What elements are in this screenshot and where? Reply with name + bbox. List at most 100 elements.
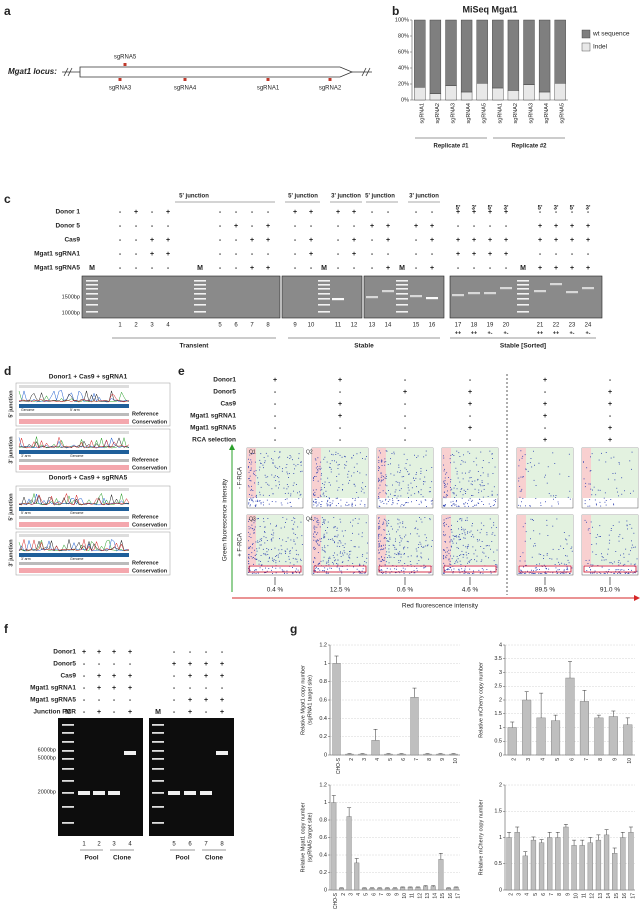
event-dot [364, 505, 366, 507]
event-dot [566, 566, 568, 568]
event-dot [323, 570, 325, 572]
event-dot [492, 473, 494, 474]
event-dot [262, 464, 264, 466]
event-dot [365, 522, 367, 524]
event-dot [492, 458, 493, 459]
event-dot [444, 483, 446, 484]
event-dot [296, 558, 298, 560]
event-dot [423, 564, 425, 566]
event-dot [467, 546, 468, 548]
event-dot [323, 521, 325, 523]
ladder-band [517, 304, 529, 306]
percentage: 12.5 % [330, 587, 350, 594]
event-dot [316, 566, 317, 568]
event-dot [330, 504, 332, 506]
event-dot [296, 537, 298, 539]
event-dot [534, 464, 535, 466]
event-dot [395, 538, 396, 540]
event-dot [361, 570, 363, 572]
event-dot [477, 529, 479, 531]
sign: + [554, 237, 558, 244]
event-dot [257, 542, 259, 543]
sign: - [135, 223, 138, 230]
event-dot [260, 453, 262, 455]
event-dot [322, 522, 324, 523]
event-dot [626, 524, 628, 526]
event-dot [466, 519, 468, 521]
event-dot [297, 526, 299, 528]
event-dot [401, 538, 403, 540]
sequence-strip [19, 488, 129, 491]
event-dot [364, 458, 366, 460]
event-dot [248, 554, 250, 555]
sign: + [472, 251, 476, 258]
x-tick-label: 17 [630, 893, 636, 899]
event-dot [610, 457, 612, 459]
event-dot [562, 572, 564, 574]
event-dot [270, 539, 272, 541]
event-dot [287, 456, 289, 458]
gel-band [410, 295, 422, 298]
event-dot [248, 563, 250, 565]
event-dot [444, 486, 446, 488]
event-dot [251, 485, 252, 487]
event-dot [534, 545, 536, 547]
event-dot [248, 547, 249, 549]
event-dot [592, 551, 594, 553]
event-dot [605, 571, 607, 572]
bar [530, 839, 537, 891]
event-dot [456, 542, 457, 544]
event-dot [338, 540, 340, 542]
bar [377, 888, 383, 891]
event-dot [569, 490, 571, 492]
event-dot [251, 453, 253, 454]
event-dot [350, 540, 352, 541]
event-dot [399, 542, 401, 544]
event-dot [384, 458, 386, 460]
event-dot [248, 467, 249, 469]
event-dot [420, 502, 422, 504]
event-dot [315, 502, 317, 504]
event-dot [313, 536, 314, 538]
sgrna-label: sgRNA3 [109, 86, 132, 92]
event-dot [467, 451, 469, 453]
event-dot [415, 527, 417, 529]
event-dot [328, 559, 329, 561]
event-dot [255, 500, 257, 502]
sign: + [266, 237, 270, 244]
y-tick-label: 3.5 [494, 656, 502, 662]
event-dot [378, 479, 380, 481]
event-dot [567, 569, 569, 571]
sign: - [387, 251, 390, 258]
event-dot [251, 494, 253, 496]
event-dot [627, 573, 629, 574]
event-dot [548, 493, 550, 494]
event-dot [598, 459, 600, 461]
event-dot [593, 572, 595, 574]
event-dot [332, 454, 334, 456]
x-tick-label: 5 [364, 893, 370, 896]
event-dot [248, 458, 249, 460]
sign: + [430, 237, 434, 244]
event-dot [388, 551, 390, 553]
event-dot [464, 568, 466, 570]
event-dot [278, 487, 279, 489]
event-dot [626, 572, 628, 573]
event-dot [443, 519, 445, 521]
event-dot [464, 534, 466, 536]
sign: - [274, 389, 277, 396]
event-dot [634, 563, 636, 565]
event-dot [407, 547, 409, 549]
event-dot [388, 545, 390, 546]
event-dot [419, 541, 421, 543]
event-dot [493, 522, 495, 524]
event-dot [407, 471, 409, 473]
event-dot [290, 456, 292, 458]
event-dot [324, 535, 326, 537]
event-dot [546, 519, 548, 521]
ladder-band [194, 293, 206, 295]
event-dot [399, 535, 401, 537]
event-dot [452, 572, 454, 574]
event-dot [463, 503, 464, 505]
